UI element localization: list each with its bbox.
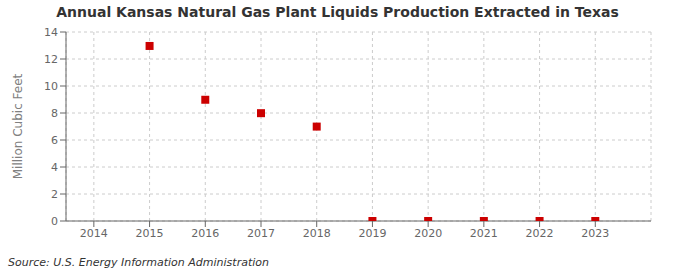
svg-text:2020: 2020 [414, 227, 442, 240]
svg-text:6: 6 [51, 134, 58, 147]
svg-text:2016: 2016 [191, 227, 219, 240]
svg-text:14: 14 [44, 26, 58, 39]
svg-text:2023: 2023 [581, 227, 609, 240]
svg-text:2019: 2019 [358, 227, 386, 240]
html-text:Annual Kansas Natural Gas Plan: Annual Kansas Natural Gas Plant Liquids … [56, 4, 619, 20]
svg-text:2017: 2017 [247, 227, 275, 240]
svg-text:2018: 2018 [303, 227, 331, 240]
svg-text:8: 8 [51, 107, 58, 120]
svg-text:2021: 2021 [470, 227, 498, 240]
svg-text:12: 12 [44, 53, 58, 66]
html-text:Source: U.S. Energy Informatio: Source: U.S. Energy Information Administ… [8, 256, 269, 269]
svg-text:2015: 2015 [136, 227, 164, 240]
svg-text:4: 4 [51, 161, 58, 174]
svg-text:2022: 2022 [526, 227, 554, 240]
svg-text:2: 2 [51, 188, 58, 201]
svg-text:Million Cubic Feet: Million Cubic Feet [11, 73, 25, 179]
svg-text:0: 0 [51, 215, 58, 228]
svg-text:2014: 2014 [80, 227, 108, 240]
svg-text:10: 10 [44, 80, 58, 93]
